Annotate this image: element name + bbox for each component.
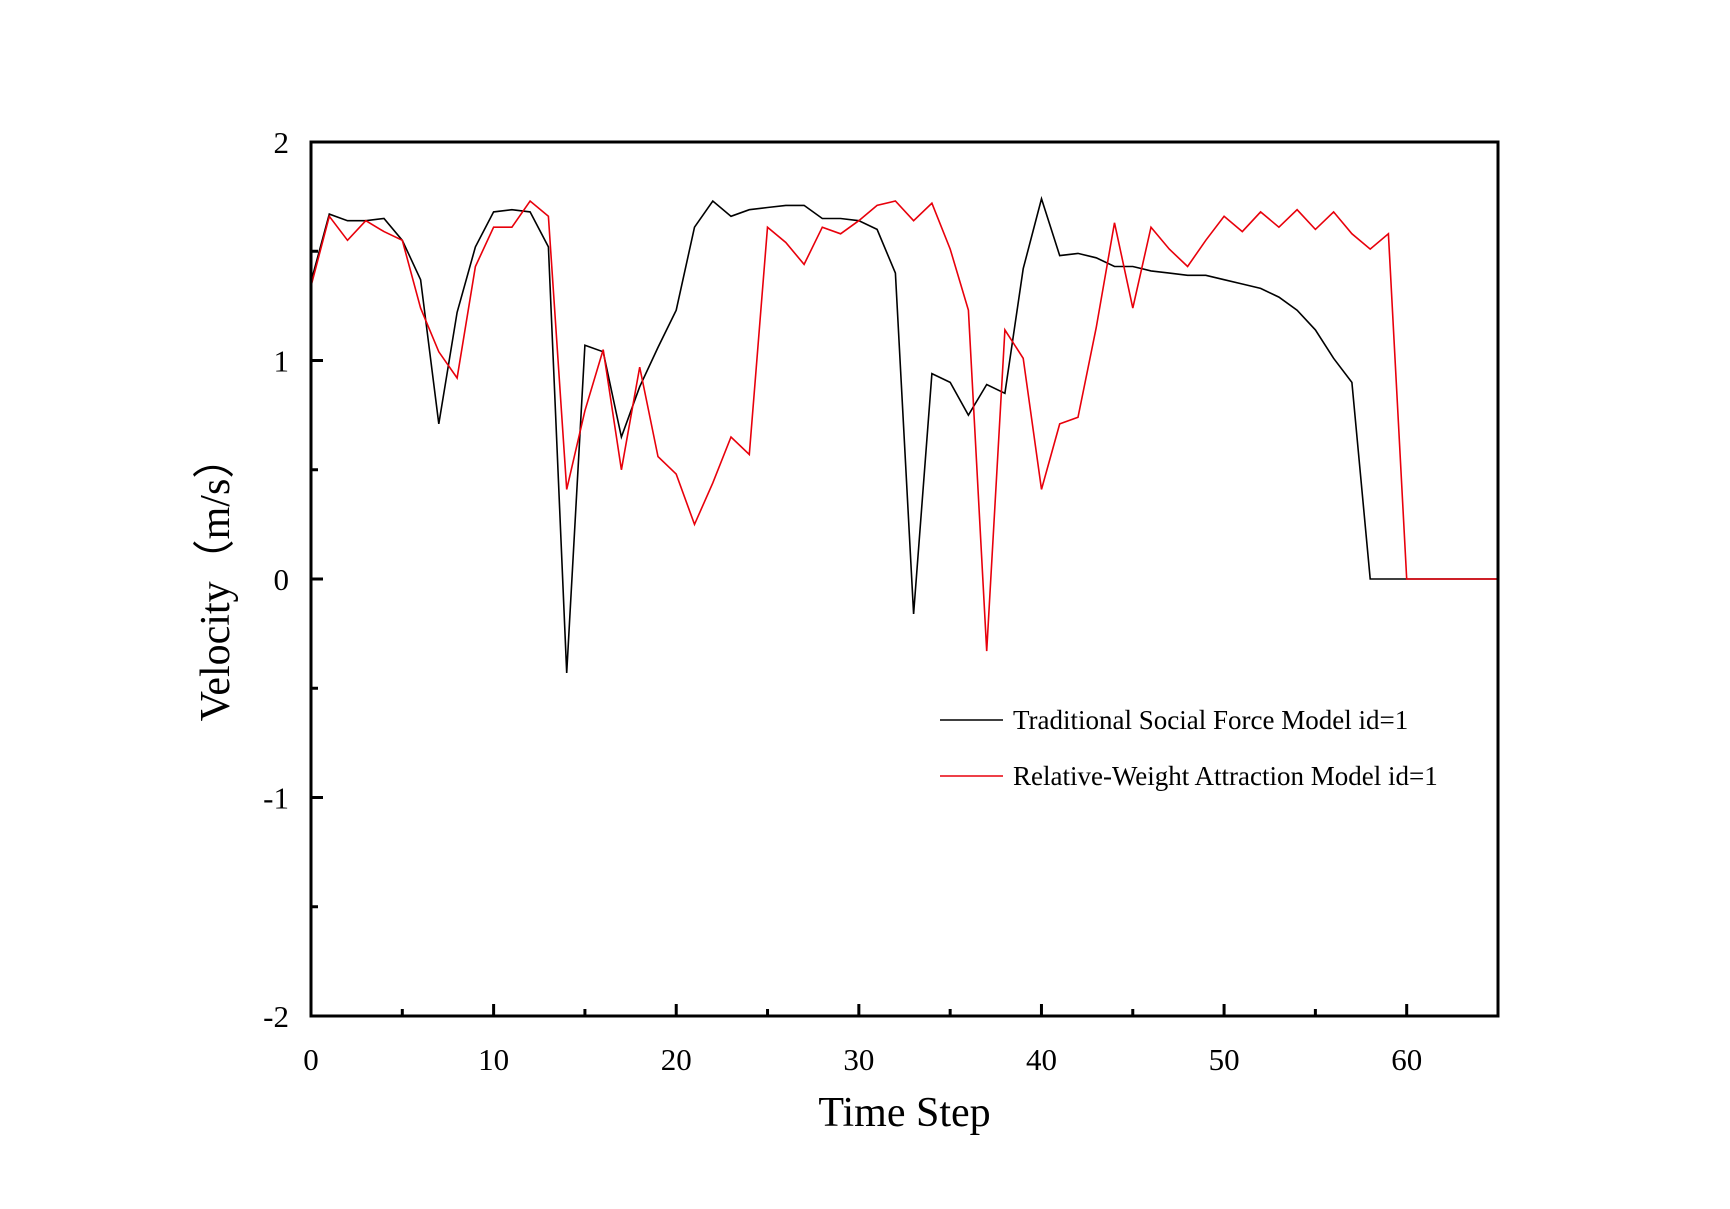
- y-tick-label: -1: [263, 781, 289, 816]
- legend-label-traditional: Traditional Social Force Model id=1: [1013, 705, 1408, 735]
- axis-ticks: [309, 140, 1409, 1018]
- tick-labels: 0 10 20 30 40 50 60 -2 -1 0 1 2: [263, 125, 1422, 1077]
- series-layer: [310, 195, 1498, 674]
- x-tick-label: 30: [843, 1042, 874, 1077]
- series-line-traditional: [310, 195, 1498, 674]
- x-tick-label: 20: [661, 1042, 692, 1077]
- y-tick-label: 2: [274, 125, 290, 160]
- x-axis-title: Time Step: [818, 1090, 990, 1136]
- x-tick-label: 0: [303, 1042, 319, 1077]
- series-line-relative-weight: [310, 199, 1498, 652]
- x-tick-label: 60: [1391, 1042, 1422, 1077]
- plot-area-frame: [309, 140, 1500, 1018]
- y-tick-label: 0: [274, 562, 290, 597]
- y-tick-label: -2: [263, 999, 289, 1034]
- legend-label-relative-weight: Relative-Weight Attraction Model id=1: [1013, 761, 1438, 791]
- legend: Traditional Social Force Model id=1 Rela…: [940, 705, 1438, 791]
- x-tick-label: 10: [478, 1042, 509, 1077]
- x-tick-label: 40: [1026, 1042, 1057, 1077]
- x-tick-label: 50: [1209, 1042, 1240, 1077]
- y-axis-title: Velocity（m/s）: [193, 437, 239, 722]
- y-tick-label: 1: [274, 344, 290, 379]
